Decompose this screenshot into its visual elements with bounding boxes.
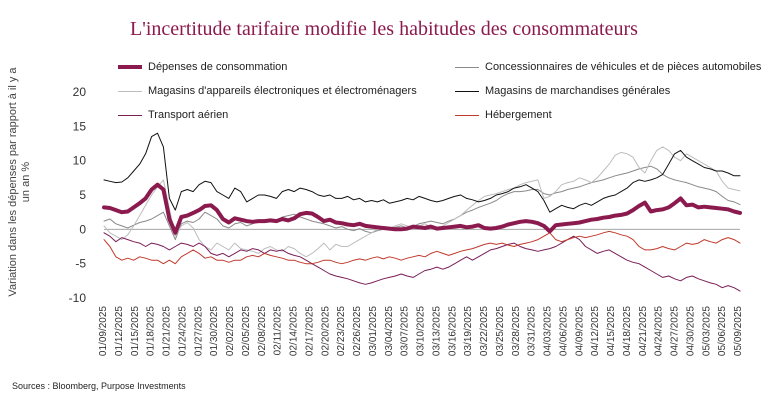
x-tick-label: 03/25/2025: [495, 306, 506, 356]
y-tick-label: 5: [79, 188, 86, 202]
x-tick-label: 03/01/2025: [368, 306, 379, 356]
x-tick-label: 03/07/2025: [400, 306, 411, 356]
legend-label: Concessionnaires de véhicules et de pièc…: [485, 61, 762, 73]
x-tick-label: 01/15/2025: [130, 306, 141, 356]
x-tick-label: 01/27/2025: [193, 306, 204, 356]
y-tick-label: -10: [69, 291, 87, 305]
source-note: Sources : Bloomberg, Purpose Investments: [12, 381, 186, 391]
x-tick-label: 04/24/2025: [654, 306, 665, 356]
x-tick-label: 04/27/2025: [670, 306, 681, 356]
x-tick-label: 04/15/2025: [606, 306, 617, 356]
y-tick-label: 20: [73, 85, 87, 99]
x-tick-label: 03/16/2025: [447, 306, 458, 356]
legend-swatch: [455, 66, 479, 68]
legend-label: Magasins d'appareils électroniques et él…: [148, 85, 417, 97]
series-line: [103, 230, 741, 265]
legend-swatch: [455, 114, 479, 116]
x-tick-label: 03/10/2025: [416, 306, 427, 356]
x-tick-label: 02/20/2025: [320, 306, 331, 356]
y-tick-label: 10: [73, 154, 87, 168]
x-tick-label: 02/05/2025: [241, 306, 252, 356]
legend-swatch: [455, 90, 479, 92]
x-tick-label: 04/21/2025: [638, 306, 649, 356]
legend-label: Transport aérien: [148, 109, 229, 121]
series-line: [103, 165, 741, 241]
legend-label: Hébergement: [485, 109, 552, 121]
x-tick-label: 01/18/2025: [146, 306, 157, 356]
x-tick-label: 04/18/2025: [622, 306, 633, 356]
x-tick-label: 02/08/2025: [257, 306, 268, 356]
x-tick-label: 05/06/2025: [717, 306, 728, 356]
legend-swatch: [118, 65, 142, 69]
x-tick-label: 04/09/2025: [574, 306, 585, 356]
x-tick-label: 04/12/2025: [590, 306, 601, 356]
x-tick-label: 03/22/2025: [479, 306, 490, 356]
y-tick-label: 15: [73, 119, 87, 133]
x-tick-label: 03/28/2025: [511, 306, 522, 356]
x-tick-label: 05/03/2025: [701, 306, 712, 356]
x-tick-label: 01/12/2025: [114, 306, 125, 356]
chart-title: L'incertitude tarifaire modifie les habi…: [130, 18, 638, 40]
x-tick-label: 05/09/2025: [733, 306, 744, 356]
x-tick-label: 03/19/2025: [463, 306, 474, 356]
x-tick-label: 02/14/2025: [289, 306, 300, 356]
x-tick-label: 04/03/2025: [543, 306, 554, 356]
series-line: [102, 182, 742, 235]
series-line: [103, 232, 741, 292]
legend-swatch: [118, 90, 142, 92]
x-tick-label: 02/02/2025: [225, 306, 236, 356]
legend-label: Dépenses de consommation: [148, 61, 288, 73]
x-tick-label: 03/13/2025: [431, 306, 442, 356]
x-tick-label: 03/04/2025: [384, 306, 395, 356]
legend-swatch: [118, 114, 142, 116]
legend-label: Magasins de marchandises générales: [485, 85, 671, 97]
y-tick-label: -5: [75, 257, 86, 271]
series-line: [103, 146, 741, 258]
x-tick-label: 02/23/2025: [336, 306, 347, 356]
x-tick-label: 02/26/2025: [352, 306, 363, 356]
x-tick-label: 01/09/2025: [98, 306, 109, 356]
x-tick-label: 01/21/2025: [162, 306, 173, 356]
series-line: [103, 132, 741, 213]
y-tick-label: 0: [79, 222, 86, 236]
x-tick-label: 03/31/2025: [527, 306, 538, 356]
x-tick-label: 02/17/2025: [304, 306, 315, 356]
x-tick-label: 01/24/2025: [177, 306, 188, 356]
x-tick-label: 01/30/2025: [209, 306, 220, 356]
x-tick-label: 04/30/2025: [685, 306, 696, 356]
x-tick-label: 02/11/2025: [273, 306, 284, 356]
x-tick-label: 04/06/2025: [558, 306, 569, 356]
